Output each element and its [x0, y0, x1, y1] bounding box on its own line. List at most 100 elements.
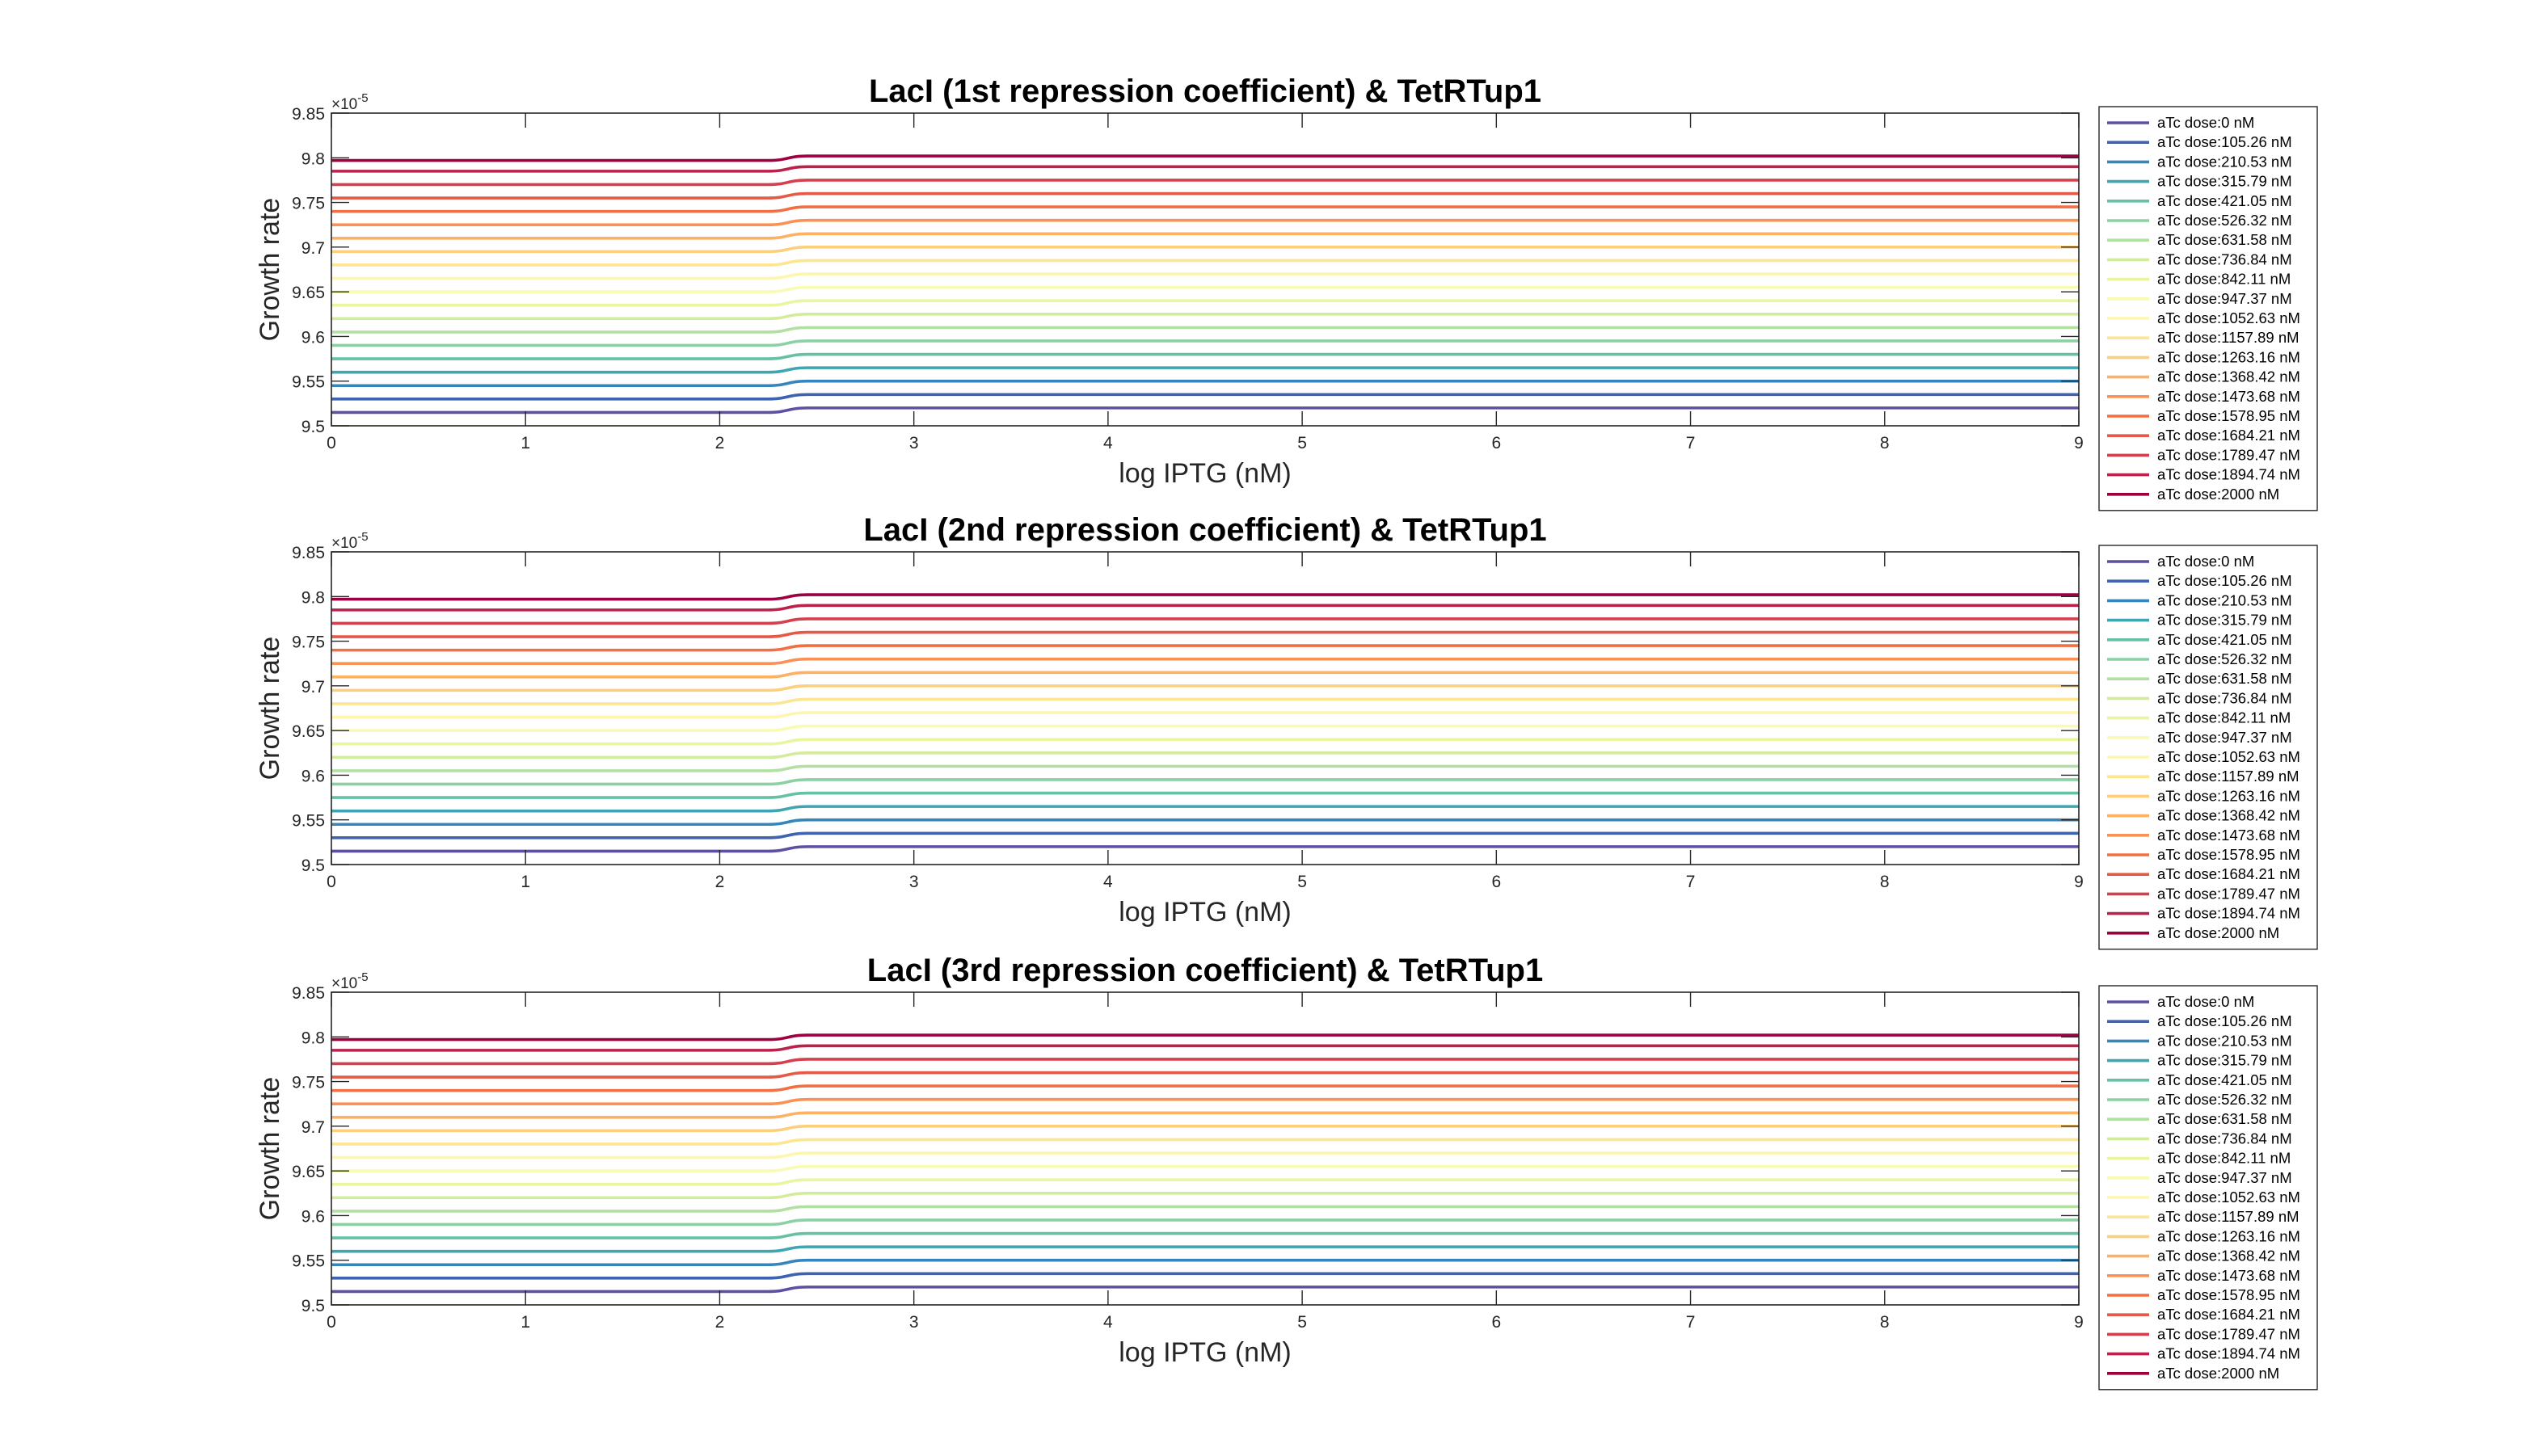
x-tick-label: 5	[1297, 434, 1307, 452]
y-exponent-base: ×10	[331, 535, 357, 552]
legend-entry: aTc dose:1578.95 nM	[2157, 846, 2300, 863]
chart-title: LacI (3rd repression coefficient) & TetR…	[867, 953, 1543, 988]
y-tick-label: 9.6	[301, 767, 325, 785]
legend-entry: aTc dose:1789.47 nM	[2157, 885, 2300, 902]
subplot-2: LacI (2nd repression coefficient) & TetR…	[255, 512, 2318, 950]
series-line	[331, 352, 2079, 360]
legend-entry: aTc dose:1473.68 nM	[2157, 827, 2300, 844]
y-tick-label: 9.85	[292, 105, 325, 124]
legend-entry: aTc dose:1263.16 nM	[2157, 1227, 2300, 1244]
x-tick-label: 8	[1880, 873, 1890, 891]
series-line	[331, 1164, 2079, 1172]
series-line	[331, 1044, 2079, 1052]
series-line	[331, 724, 2079, 732]
legend-entry: aTc dose:1473.68 nM	[2157, 388, 2300, 405]
y-exponent-base: ×10	[331, 96, 357, 113]
legend-entry: aTc dose:1894.74 nM	[2157, 466, 2300, 483]
series-line	[331, 191, 2079, 200]
y-tick-label: 9.85	[292, 984, 325, 1003]
legend-entry: aTc dose:1789.47 nM	[2157, 1325, 2300, 1342]
legend-entry: aTc dose:1894.74 nM	[2157, 905, 2300, 922]
series-line	[331, 657, 2079, 666]
series-lines	[331, 154, 2079, 414]
series-line	[331, 1218, 2079, 1227]
legend-entry: aTc dose:2000 nM	[2157, 1365, 2279, 1382]
subplot-1: LacI (1st repression coefficient) & TetR…	[255, 74, 2318, 511]
x-tick-label: 1	[521, 1313, 530, 1332]
x-tick-label: 3	[909, 1313, 919, 1332]
x-tick-label: 6	[1491, 434, 1501, 452]
series-line	[331, 1033, 2079, 1042]
series-line	[331, 684, 2079, 692]
legend-entry: aTc dose:842.11 nM	[2157, 709, 2291, 726]
legend-entry: aTc dose:210.53 nM	[2157, 591, 2292, 608]
series-line	[331, 1097, 2079, 1106]
series-line	[331, 1231, 2079, 1239]
legend-entry: aTc dose:315.79 nM	[2157, 173, 2292, 190]
x-tick-label: 0	[327, 1313, 336, 1332]
axes-box	[331, 551, 2080, 865]
legend-entry: aTc dose:631.58 nM	[2157, 670, 2292, 687]
legend-entry: aTc dose:1684.21 nM	[2157, 427, 2300, 444]
series-line	[331, 1258, 2079, 1267]
legend-entry: aTc dose:1684.21 nM	[2157, 1306, 2300, 1323]
legend-entry: aTc dose:210.53 nM	[2157, 1032, 2292, 1049]
legend: aTc dose:0 nM aTc dose:105.26 nM aTc dose:…	[2098, 545, 2318, 950]
legend-entry: aTc dose:842.11 nM	[2157, 1150, 2291, 1167]
y-tick-label: 9.8	[301, 149, 325, 168]
series-line	[331, 1151, 2079, 1159]
legend-entry: aTc dose:315.79 nM	[2157, 612, 2292, 629]
legend-entry: aTc dose:1157.89 nM	[2157, 768, 2299, 785]
y-tick-label: 9.5	[301, 1297, 325, 1315]
legend-box	[2098, 985, 2318, 1391]
y-exponent: ×10-5	[331, 91, 369, 113]
series-line	[331, 751, 2079, 760]
y-tick-label: 9.55	[292, 1252, 325, 1271]
y-tick-label: 9.8	[301, 588, 325, 607]
series-line	[331, 179, 2079, 187]
series-line	[331, 285, 2079, 293]
x-tick-label: 8	[1880, 434, 1890, 452]
y-tick-label: 9.75	[292, 195, 325, 213]
legend: aTc dose:0 nM aTc dose:105.26 nM aTc dose:…	[2098, 985, 2318, 1391]
series-line	[331, 1084, 2079, 1092]
series-lines	[331, 593, 2079, 853]
series-line	[331, 379, 2079, 388]
x-tick-label: 3	[909, 873, 919, 891]
x-tick-label: 7	[1686, 434, 1696, 452]
legend-entry: aTc dose:421.05 nM	[2157, 1071, 2292, 1088]
legend-entry: aTc dose:105.26 nM	[2157, 133, 2292, 150]
x-axis-label: log IPTG (nM)	[1119, 458, 1291, 489]
x-tick-label: 4	[1103, 434, 1113, 452]
x-tick-label: 2	[715, 434, 725, 452]
legend-entry: aTc dose:631.58 nM	[2157, 231, 2292, 248]
series-line	[331, 246, 2079, 254]
x-tick-label: 8	[1880, 1313, 1890, 1332]
legend-entry: aTc dose:736.84 nM	[2157, 1130, 2292, 1147]
legend-entry: aTc dose:1894.74 nM	[2157, 1345, 2300, 1362]
legend-entry: aTc dose:526.32 nM	[2157, 1091, 2292, 1108]
x-axis-label: log IPTG (nM)	[1119, 897, 1291, 928]
y-tick-label: 9.6	[301, 328, 325, 347]
y-exponent-power: -5	[357, 970, 368, 984]
y-tick-label: 9.65	[292, 284, 325, 302]
legend-entry: aTc dose:1684.21 nM	[2157, 865, 2300, 882]
legend-entry: aTc dose:947.37 nM	[2157, 1169, 2292, 1186]
legend-entry: aTc dose:1368.42 nM	[2157, 368, 2300, 385]
legend-entry: aTc dose:0 nM	[2157, 553, 2254, 570]
series-line	[331, 1138, 2079, 1146]
legend-entry: aTc dose:421.05 nM	[2157, 192, 2292, 209]
legend-entry: aTc dose:1157.89 nM	[2157, 1208, 2299, 1225]
x-tick-label: 5	[1297, 873, 1307, 891]
series-line	[331, 259, 2079, 267]
y-tick-label: 9.75	[292, 1074, 325, 1092]
series-line	[331, 326, 2079, 334]
series-line	[331, 1058, 2079, 1066]
series-line	[331, 232, 2079, 240]
legend-entry: aTc dose:1157.89 nM	[2157, 329, 2299, 346]
y-tick-label: 9.65	[292, 1163, 325, 1181]
x-axis-label: log IPTG (nM)	[1119, 1337, 1291, 1368]
legend-entry: aTc dose:631.58 nM	[2157, 1110, 2292, 1127]
legend-entry: aTc dose:1473.68 nM	[2157, 1267, 2300, 1284]
legend-entry: aTc dose:1263.16 nM	[2157, 787, 2300, 804]
